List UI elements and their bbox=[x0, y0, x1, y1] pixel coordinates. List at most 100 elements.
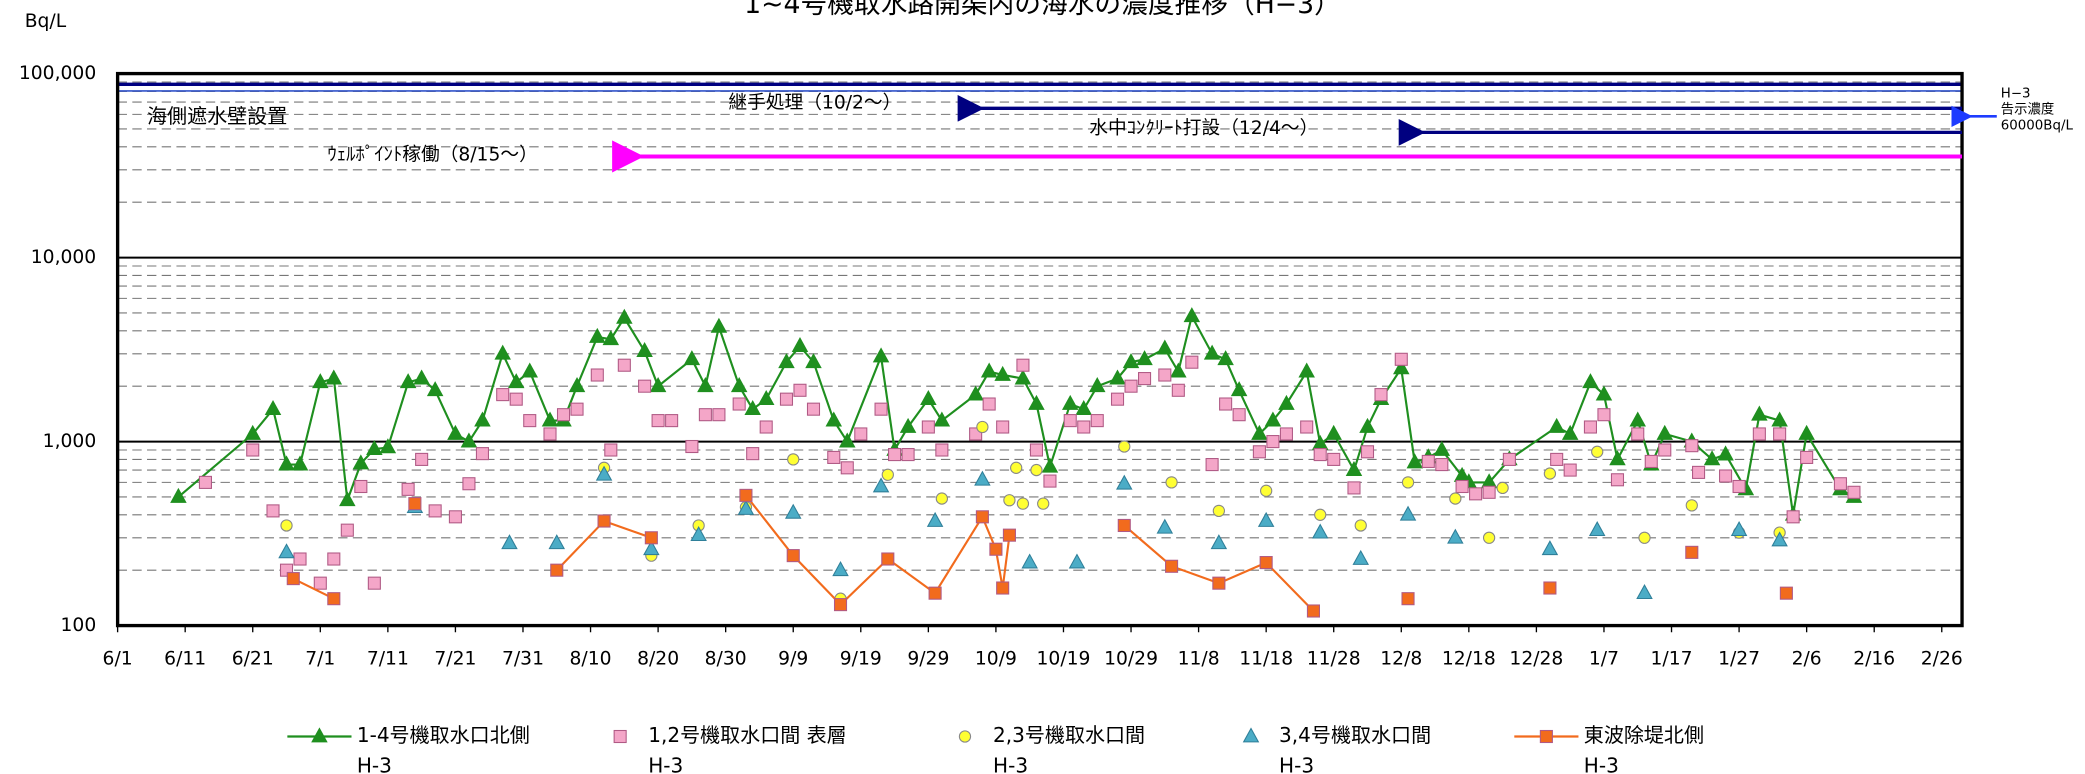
y-tick-label: 1,000 bbox=[43, 431, 97, 452]
data-point bbox=[550, 563, 564, 577]
data-point bbox=[1399, 505, 1417, 521]
data-point bbox=[739, 488, 753, 502]
x-tick-label: 6/1 bbox=[103, 648, 133, 669]
data-point bbox=[1455, 479, 1469, 494]
y-axis-label: Bq/L bbox=[25, 11, 67, 32]
data-point bbox=[840, 461, 854, 475]
y-tick-label: 100 bbox=[61, 615, 97, 636]
x-tick-label: 11/18 bbox=[1239, 648, 1293, 669]
data-point bbox=[366, 439, 383, 455]
data-point bbox=[975, 510, 989, 524]
data-point bbox=[958, 730, 972, 743]
x-tick-label: 9/9 bbox=[778, 648, 808, 669]
data-point bbox=[784, 503, 802, 519]
data-point bbox=[1028, 394, 1045, 410]
data-point bbox=[881, 468, 894, 481]
data-point bbox=[1449, 492, 1462, 505]
data-point bbox=[1786, 510, 1800, 524]
data-point bbox=[839, 432, 856, 448]
x-tick-label: 2/6 bbox=[1792, 648, 1822, 669]
data-point bbox=[415, 452, 429, 466]
data-point bbox=[1185, 355, 1199, 369]
data-point bbox=[1847, 485, 1861, 499]
data-point bbox=[325, 369, 343, 385]
x-tick-label: 10/29 bbox=[1104, 648, 1158, 669]
data-point bbox=[791, 337, 809, 353]
data-point bbox=[1043, 474, 1057, 488]
data-point bbox=[1217, 350, 1234, 366]
data-point bbox=[1210, 534, 1228, 550]
data-point bbox=[805, 353, 822, 369]
x-tick-label: 7/11 bbox=[367, 648, 409, 669]
x-tick-label: 11/28 bbox=[1307, 648, 1361, 669]
data-point bbox=[494, 344, 511, 360]
data-point bbox=[293, 552, 307, 566]
limit-label: 告示濃度 bbox=[2001, 102, 2054, 118]
data-point bbox=[1583, 420, 1598, 434]
data-point bbox=[1118, 440, 1131, 453]
data-point bbox=[447, 424, 464, 440]
data-point bbox=[1156, 339, 1174, 355]
plot-frame bbox=[115, 71, 1964, 628]
data-point bbox=[278, 543, 295, 559]
data-point bbox=[523, 414, 537, 428]
data-point bbox=[354, 479, 368, 494]
data-point bbox=[759, 420, 773, 434]
chart-title: 1~4号機取水路開渠内の海水の濃度推移（H−3） bbox=[744, 0, 1341, 20]
data-point bbox=[665, 414, 679, 428]
data-point bbox=[1068, 553, 1086, 569]
data-point bbox=[935, 443, 949, 457]
limit-label: H−3 bbox=[2001, 87, 2031, 102]
data-point bbox=[597, 514, 611, 528]
x-tick-label: 7/1 bbox=[305, 648, 335, 669]
legend-sublabel: H-3 bbox=[357, 754, 392, 774]
data-point bbox=[1629, 411, 1646, 427]
data-point bbox=[1703, 450, 1721, 466]
data-point bbox=[1110, 392, 1125, 406]
data-point bbox=[982, 397, 996, 411]
data-point bbox=[989, 542, 1003, 556]
data-point bbox=[1347, 481, 1361, 495]
data-point bbox=[1278, 394, 1295, 410]
data-point bbox=[636, 342, 653, 358]
data-point bbox=[327, 552, 341, 566]
data-point bbox=[264, 400, 282, 416]
data-point bbox=[710, 317, 728, 333]
data-point bbox=[746, 447, 760, 461]
y-tick-label: 100,000 bbox=[19, 63, 96, 84]
data-point bbox=[1717, 445, 1734, 461]
data-point bbox=[1063, 414, 1077, 428]
data-point bbox=[1447, 528, 1464, 544]
data-point bbox=[1242, 727, 1260, 743]
legend-sublabel: H-3 bbox=[648, 754, 683, 774]
data-point bbox=[1435, 458, 1449, 472]
data-point bbox=[1730, 521, 1748, 537]
legend-item: 2,3号機取水口間 H-3 bbox=[958, 723, 1145, 774]
data-point bbox=[1692, 465, 1706, 479]
data-point bbox=[1496, 481, 1509, 495]
data-point bbox=[1539, 729, 1553, 744]
data-point bbox=[1469, 487, 1483, 501]
data-point bbox=[935, 492, 949, 505]
legend-sublabel: H-3 bbox=[993, 754, 1028, 774]
data-point bbox=[1406, 453, 1424, 469]
data-point bbox=[1003, 494, 1016, 507]
data-point bbox=[1037, 497, 1050, 510]
data-point bbox=[685, 439, 699, 454]
data-point bbox=[367, 576, 381, 590]
data-point bbox=[1016, 497, 1030, 510]
x-tick-label: 8/10 bbox=[570, 648, 612, 669]
data-point bbox=[1088, 377, 1106, 393]
data-point bbox=[872, 477, 890, 493]
data-point bbox=[1116, 474, 1133, 490]
data-point bbox=[1595, 385, 1613, 401]
x-tick-label: 8/20 bbox=[637, 648, 679, 669]
data-point bbox=[1306, 604, 1320, 618]
data-point bbox=[1170, 362, 1187, 378]
data-point bbox=[291, 455, 309, 471]
data-point bbox=[651, 414, 665, 428]
legend-sublabel: H-3 bbox=[1279, 754, 1314, 774]
data-point bbox=[379, 438, 397, 454]
data-point bbox=[604, 443, 618, 457]
